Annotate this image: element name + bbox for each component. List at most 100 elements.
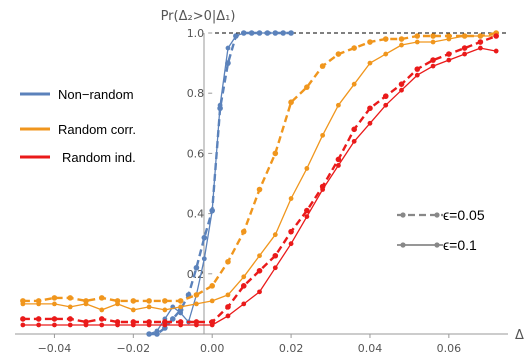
data-point (241, 30, 247, 36)
data-point (414, 66, 421, 72)
x-tick-label-5: 0.06 (437, 342, 462, 355)
legend-label-1: Random corr. (58, 122, 136, 137)
x-tick-label-4: 0.04 (358, 342, 383, 355)
data-point (209, 322, 215, 328)
data-point (398, 36, 405, 42)
data-point (99, 307, 105, 313)
data-point (265, 30, 270, 36)
data-point (351, 45, 357, 51)
data-point (304, 84, 310, 90)
data-point (398, 81, 405, 87)
data-point (201, 256, 207, 262)
data-point (209, 283, 215, 289)
data-point (67, 295, 74, 301)
data-point (233, 33, 239, 39)
data-point (367, 39, 373, 45)
data-point (272, 30, 278, 36)
data-point (193, 264, 200, 271)
data-point (146, 298, 152, 304)
data-point (201, 234, 208, 241)
data-point (382, 36, 389, 42)
data-point (462, 33, 468, 39)
data-point (288, 99, 294, 106)
data-point (257, 253, 262, 259)
y-axis-title: Pr(Δ₂>0|Δ₁) (161, 9, 236, 24)
data-point (335, 156, 342, 163)
data-point (209, 208, 215, 213)
x-ticks: −0.04 −0.02 0.00 0.02 0.04 0.06 (38, 334, 462, 355)
style-legend-label-0: ϵ=0.05 (443, 207, 485, 223)
data-point (35, 316, 42, 322)
data-point (320, 132, 326, 138)
data-point (280, 30, 286, 36)
data-point (162, 322, 168, 328)
x-tick-label-1: −0.02 (116, 342, 150, 355)
data-point (257, 30, 262, 36)
data-point (178, 304, 184, 310)
data-point (217, 102, 223, 108)
data-point (225, 304, 231, 310)
x-tick-label-3: 0.02 (279, 342, 304, 355)
data-point (336, 102, 341, 108)
data-point (178, 310, 184, 316)
style-legend: ϵ=0.05 ϵ=0.1 (397, 207, 485, 253)
y-tick-label-3: 0.8 (187, 87, 205, 100)
data-point (20, 316, 26, 322)
data-point (272, 150, 279, 157)
style-legend-marker-0 (434, 212, 440, 218)
data-point (351, 81, 357, 87)
data-point (241, 301, 247, 307)
series-5 (20, 45, 499, 328)
series-2 (20, 30, 499, 304)
data-point (130, 298, 137, 304)
y-tick-label-1: 0.4 (187, 208, 205, 221)
data-point (225, 45, 231, 51)
series-0 (146, 30, 294, 337)
style-legend-marker-1 (434, 242, 440, 248)
data-point (319, 63, 326, 69)
data-point (320, 187, 326, 192)
data-point (477, 33, 483, 39)
data-point (67, 322, 73, 328)
legend-label-2: Random ind. (62, 150, 136, 165)
data-point (178, 322, 184, 328)
data-point (382, 93, 389, 100)
series-1 (146, 30, 294, 337)
data-point (304, 214, 310, 220)
data-point (304, 207, 310, 214)
data-point (225, 313, 231, 319)
data-point (146, 331, 152, 337)
style-legend-label-1: ϵ=0.1 (443, 237, 477, 253)
data-point (430, 33, 436, 39)
data-point (383, 102, 389, 108)
data-point (446, 51, 452, 57)
data-point (446, 57, 452, 63)
data-point (249, 30, 255, 36)
x-axis-title: Δ (515, 328, 524, 343)
data-point (272, 252, 279, 259)
plot-area: −0.04 −0.02 0.00 0.02 0.04 0.06 0.20.40.60.81… (15, 27, 508, 355)
series-line-1 (148, 32, 292, 335)
data-point (115, 301, 120, 307)
data-point (36, 301, 42, 307)
data-point (83, 301, 89, 307)
data-point (225, 292, 231, 298)
data-point (367, 105, 373, 112)
data-point (414, 33, 421, 39)
series-line-2 (22, 31, 497, 303)
data-point (414, 39, 420, 45)
data-point (335, 51, 342, 57)
data-point (399, 42, 404, 48)
x-tick-label-2: 0.00 (200, 342, 225, 355)
series-line-0 (149, 31, 292, 336)
data-point (98, 295, 105, 301)
data-point (67, 304, 73, 310)
data-point (240, 283, 247, 289)
data-point (162, 298, 168, 304)
data-point (430, 39, 436, 45)
style-legend-marker-0 (400, 212, 406, 218)
data-point (83, 322, 89, 328)
series-line-4 (22, 34, 497, 324)
data-point (430, 57, 436, 63)
style-legend-marker-1 (400, 242, 406, 248)
